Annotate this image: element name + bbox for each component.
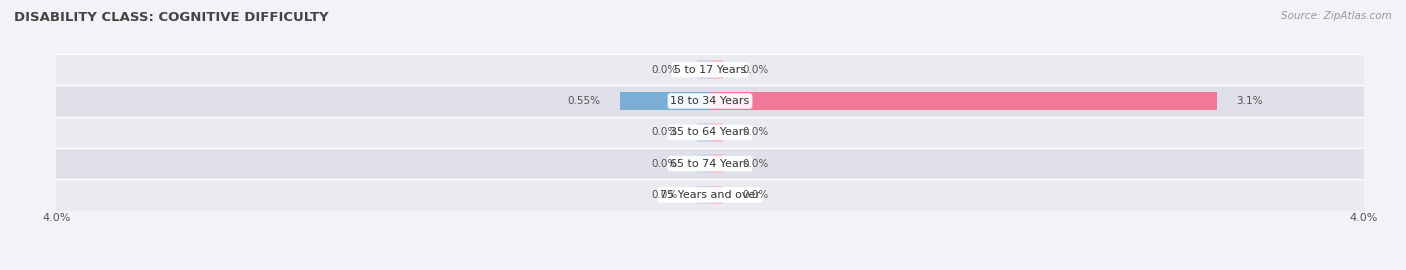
- Text: 3.1%: 3.1%: [1236, 96, 1263, 106]
- Bar: [56, 54, 1364, 85]
- Text: 0.0%: 0.0%: [742, 65, 769, 75]
- Text: 0.0%: 0.0%: [651, 65, 678, 75]
- Text: 0.55%: 0.55%: [568, 96, 600, 106]
- Text: 0.0%: 0.0%: [651, 158, 678, 169]
- Bar: [710, 60, 723, 79]
- Text: Source: ZipAtlas.com: Source: ZipAtlas.com: [1281, 11, 1392, 21]
- Text: 18 to 34 Years: 18 to 34 Years: [671, 96, 749, 106]
- Text: 35 to 64 Years: 35 to 64 Years: [671, 127, 749, 137]
- Bar: [710, 123, 723, 142]
- Bar: [56, 117, 1364, 148]
- Text: 0.0%: 0.0%: [742, 158, 769, 169]
- Bar: [710, 92, 1216, 110]
- Bar: [697, 185, 710, 204]
- Text: 0.0%: 0.0%: [742, 127, 769, 137]
- Bar: [697, 123, 710, 142]
- Text: 0.0%: 0.0%: [742, 190, 769, 200]
- Bar: [620, 92, 710, 110]
- Bar: [56, 148, 1364, 179]
- Text: 0.0%: 0.0%: [651, 127, 678, 137]
- Bar: [710, 185, 723, 204]
- Bar: [56, 85, 1364, 117]
- Bar: [710, 154, 723, 173]
- Text: 5 to 17 Years: 5 to 17 Years: [673, 65, 747, 75]
- Text: 65 to 74 Years: 65 to 74 Years: [671, 158, 749, 169]
- Bar: [56, 179, 1364, 211]
- Bar: [697, 154, 710, 173]
- Text: 75 Years and over: 75 Years and over: [659, 190, 761, 200]
- Text: 0.0%: 0.0%: [651, 190, 678, 200]
- Legend: Male, Female: Male, Female: [651, 267, 769, 270]
- Bar: [697, 60, 710, 79]
- Text: DISABILITY CLASS: COGNITIVE DIFFICULTY: DISABILITY CLASS: COGNITIVE DIFFICULTY: [14, 11, 329, 24]
